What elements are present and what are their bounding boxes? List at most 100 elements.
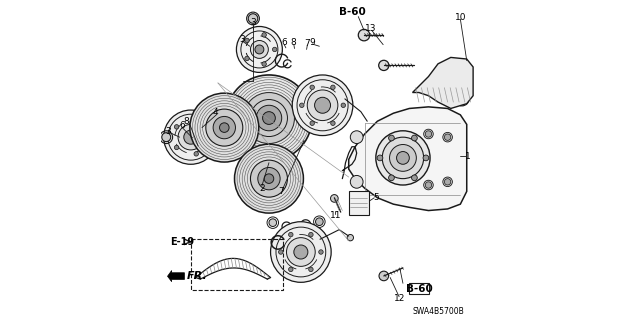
Circle shape bbox=[319, 250, 323, 254]
Text: 1: 1 bbox=[465, 152, 470, 161]
Circle shape bbox=[256, 105, 282, 131]
Text: 2: 2 bbox=[259, 184, 265, 193]
Circle shape bbox=[425, 182, 431, 188]
Circle shape bbox=[330, 195, 338, 202]
Text: 11: 11 bbox=[330, 211, 341, 220]
Circle shape bbox=[390, 145, 417, 171]
Text: 9: 9 bbox=[309, 38, 315, 47]
Circle shape bbox=[379, 271, 388, 281]
Text: 3: 3 bbox=[165, 127, 171, 136]
Circle shape bbox=[194, 118, 198, 123]
Circle shape bbox=[444, 134, 451, 140]
Circle shape bbox=[262, 112, 275, 124]
Circle shape bbox=[220, 123, 229, 132]
Text: B-60: B-60 bbox=[406, 284, 432, 294]
Circle shape bbox=[341, 103, 346, 108]
Text: 5: 5 bbox=[373, 193, 379, 202]
Circle shape bbox=[234, 144, 303, 213]
Circle shape bbox=[316, 218, 323, 226]
Circle shape bbox=[412, 135, 417, 141]
Circle shape bbox=[213, 116, 236, 139]
Circle shape bbox=[388, 175, 394, 181]
Circle shape bbox=[174, 125, 179, 129]
Circle shape bbox=[443, 177, 452, 187]
Circle shape bbox=[206, 109, 243, 146]
Circle shape bbox=[315, 97, 330, 113]
Circle shape bbox=[455, 92, 469, 106]
Circle shape bbox=[278, 250, 283, 254]
Circle shape bbox=[444, 179, 451, 185]
Text: 4: 4 bbox=[212, 108, 218, 117]
Circle shape bbox=[307, 90, 338, 121]
Circle shape bbox=[250, 41, 268, 58]
Circle shape bbox=[382, 137, 424, 179]
Circle shape bbox=[412, 175, 417, 181]
Text: 8: 8 bbox=[184, 117, 189, 126]
Circle shape bbox=[206, 135, 211, 139]
Text: 3: 3 bbox=[250, 19, 256, 27]
Text: E-19: E-19 bbox=[170, 237, 195, 247]
Circle shape bbox=[184, 130, 198, 144]
Circle shape bbox=[292, 75, 353, 136]
Circle shape bbox=[388, 135, 394, 141]
Bar bbox=[349, 191, 369, 215]
Circle shape bbox=[287, 238, 316, 266]
Circle shape bbox=[258, 167, 280, 190]
Circle shape bbox=[331, 85, 335, 90]
Circle shape bbox=[358, 29, 370, 41]
Bar bbox=[409, 283, 429, 294]
Circle shape bbox=[178, 124, 204, 150]
Circle shape bbox=[262, 62, 266, 66]
Circle shape bbox=[300, 103, 304, 108]
Circle shape bbox=[262, 33, 266, 37]
Circle shape bbox=[255, 45, 264, 54]
Text: 6: 6 bbox=[282, 38, 287, 47]
Circle shape bbox=[289, 232, 293, 237]
Circle shape bbox=[423, 155, 429, 161]
Circle shape bbox=[190, 93, 259, 162]
Circle shape bbox=[162, 133, 171, 142]
Circle shape bbox=[271, 222, 331, 282]
Text: 8: 8 bbox=[291, 38, 296, 47]
Circle shape bbox=[294, 245, 308, 259]
Circle shape bbox=[331, 121, 335, 125]
Circle shape bbox=[264, 174, 274, 183]
Circle shape bbox=[194, 152, 198, 156]
Text: 13: 13 bbox=[365, 24, 377, 33]
Circle shape bbox=[243, 93, 294, 144]
Circle shape bbox=[174, 145, 179, 150]
Circle shape bbox=[376, 131, 430, 185]
Circle shape bbox=[308, 232, 313, 237]
Circle shape bbox=[424, 180, 433, 190]
Circle shape bbox=[347, 234, 353, 241]
Circle shape bbox=[425, 131, 431, 137]
Circle shape bbox=[164, 110, 218, 164]
Circle shape bbox=[310, 85, 314, 90]
Circle shape bbox=[379, 60, 389, 70]
Bar bbox=[191, 239, 284, 290]
Text: 3: 3 bbox=[239, 35, 245, 44]
Circle shape bbox=[350, 175, 363, 188]
Circle shape bbox=[443, 132, 452, 142]
Circle shape bbox=[350, 131, 363, 144]
Polygon shape bbox=[168, 271, 184, 282]
Circle shape bbox=[244, 56, 249, 61]
Text: SWA4B5700B: SWA4B5700B bbox=[412, 307, 464, 315]
Text: 6: 6 bbox=[179, 121, 185, 130]
Circle shape bbox=[273, 47, 277, 52]
Text: 7: 7 bbox=[305, 39, 310, 48]
Circle shape bbox=[244, 38, 249, 43]
Text: 12: 12 bbox=[394, 294, 405, 303]
Circle shape bbox=[269, 219, 276, 226]
Text: 7: 7 bbox=[278, 187, 284, 196]
Text: B-60: B-60 bbox=[339, 7, 366, 17]
Circle shape bbox=[310, 121, 314, 125]
Circle shape bbox=[308, 267, 313, 272]
Circle shape bbox=[250, 160, 287, 197]
Polygon shape bbox=[413, 57, 473, 108]
Text: FR.: FR. bbox=[187, 271, 207, 281]
Circle shape bbox=[248, 14, 258, 23]
Text: 10: 10 bbox=[455, 13, 467, 22]
Polygon shape bbox=[349, 107, 467, 211]
Circle shape bbox=[289, 267, 293, 272]
